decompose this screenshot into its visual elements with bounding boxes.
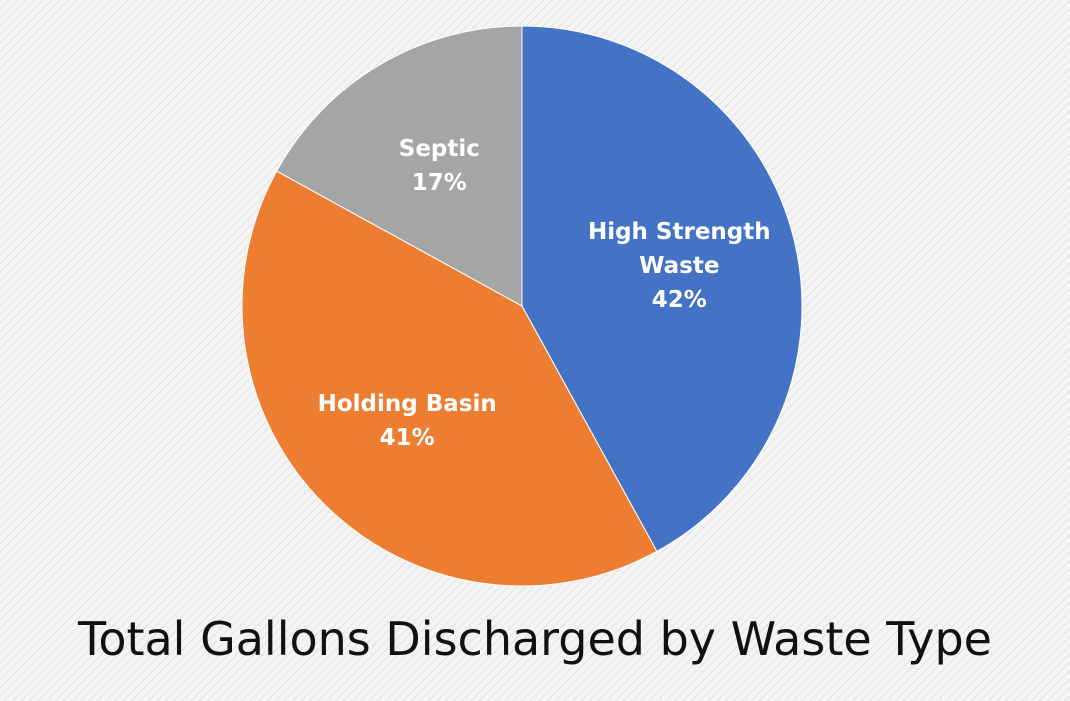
pie-slice — [521, 25, 803, 553]
value-label: 17% — [411, 170, 467, 197]
pie-slice — [241, 170, 658, 587]
value-label: 42% — [651, 286, 707, 313]
slice-label: Septic 17% — [324, 132, 554, 200]
category-label: Septic — [398, 136, 480, 163]
slice-label: Holding Basin 41% — [292, 387, 522, 455]
pie-slice — [275, 25, 523, 307]
chart-title: Total Gallons Discharged by Waste Type — [78, 612, 992, 666]
category-label: Holding Basin — [317, 390, 497, 417]
slice-label: High Strength Waste 42% — [564, 215, 794, 317]
category-label: High Strength Waste — [587, 218, 771, 279]
value-label: 41% — [379, 424, 435, 451]
